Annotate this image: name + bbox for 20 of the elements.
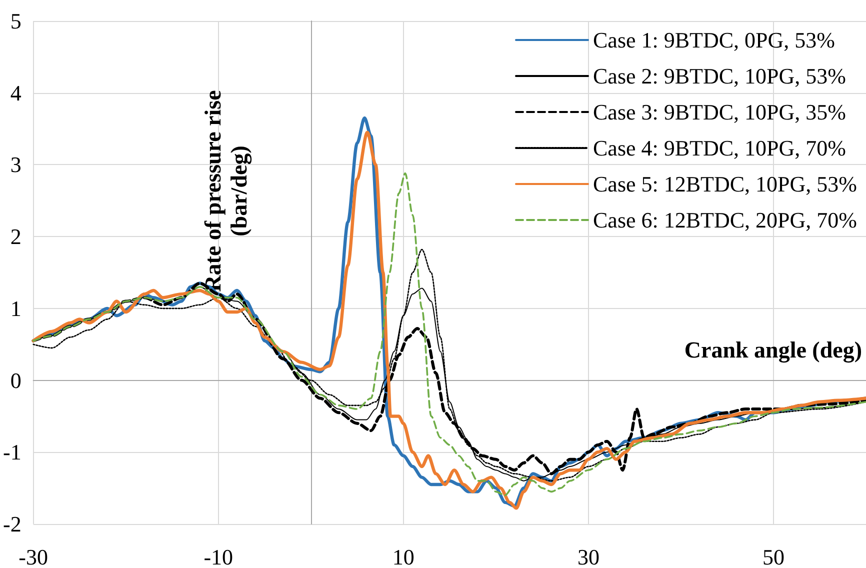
x-tick-label: 50 bbox=[762, 544, 784, 568]
legend-label: Case 6: 12BTDC, 20PG, 70% bbox=[593, 208, 857, 232]
y-tick-label: 5 bbox=[10, 8, 22, 34]
y-tick-label: -1 bbox=[3, 440, 22, 465]
legend-label: Case 4: 9BTDC, 10PG, 70% bbox=[593, 136, 846, 160]
y-tick-label: 2 bbox=[10, 224, 22, 250]
x-tick-label: -30 bbox=[18, 544, 48, 568]
legend-label: Case 3: 9BTDC, 10PG, 35% bbox=[593, 100, 846, 124]
y-tick-label: 0 bbox=[10, 368, 22, 393]
x-tick-label: -10 bbox=[204, 544, 234, 568]
x-tick-label: 30 bbox=[577, 544, 600, 568]
y-tick-label: -2 bbox=[3, 512, 22, 536]
y-tick-label: 3 bbox=[10, 152, 22, 178]
y-tick-label: 4 bbox=[10, 80, 22, 106]
y-tick-label: 1 bbox=[10, 296, 22, 321]
x-axis-title: Crank angle (deg) bbox=[684, 337, 862, 364]
legend-label: Case 1: 9BTDC, 0PG, 53% bbox=[593, 28, 835, 52]
x-tick-label: 10 bbox=[392, 544, 414, 568]
legend-label: Case 5: 12BTDC, 10PG, 53% bbox=[593, 172, 857, 196]
legend-label: Case 2: 9BTDC, 10PG, 53% bbox=[593, 64, 846, 88]
